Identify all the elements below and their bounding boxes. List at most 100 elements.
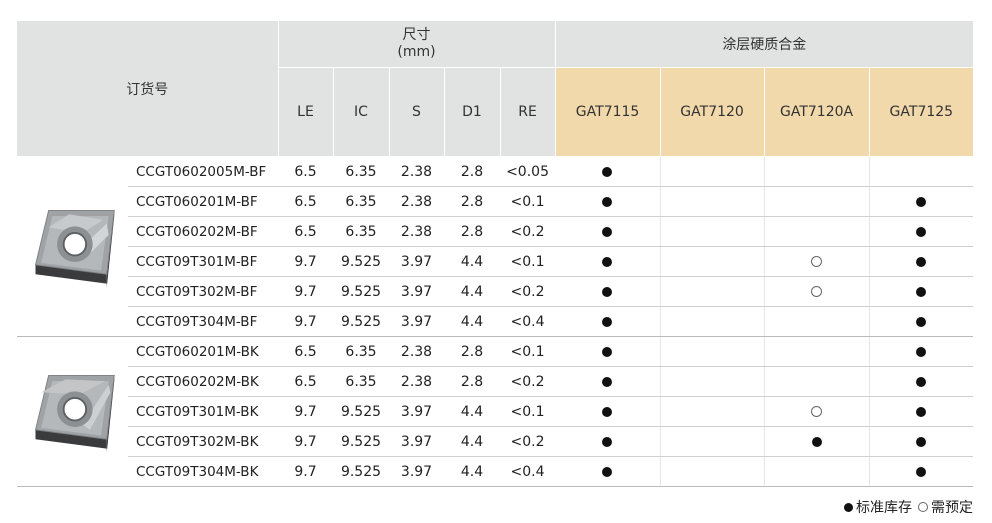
dim-cell-s: 2.38 bbox=[389, 186, 444, 217]
order-ring-icon bbox=[811, 406, 823, 417]
order-code-cell: CCGT09T302M-BF bbox=[128, 276, 278, 307]
grade-cell-gat7120 bbox=[659, 456, 765, 487]
grade-cell-gat7120a bbox=[763, 306, 870, 337]
dim-cell-re: <0.1 bbox=[500, 186, 556, 217]
grade-cell-gat7125 bbox=[868, 336, 974, 367]
stock-dot-icon bbox=[916, 196, 927, 207]
dim-cell-d1: 2.8 bbox=[444, 156, 500, 187]
grade-cell-gat7125 bbox=[868, 276, 974, 307]
dim-cell-le: 6.5 bbox=[278, 216, 333, 247]
table-row: CCGT09T301M-BK 9.7 9.525 3.97 4.4 <0.1 bbox=[17, 396, 974, 427]
grade-cell-gat7120 bbox=[659, 216, 765, 247]
dim-cell-re: <0.2 bbox=[500, 366, 556, 397]
stock-dot-icon bbox=[916, 466, 927, 477]
order-code-cell: CCGT09T304M-BF bbox=[128, 306, 278, 337]
dim-cell-le: 9.7 bbox=[278, 396, 333, 427]
grade-cell-gat7115 bbox=[555, 186, 661, 217]
stock-dot-icon bbox=[916, 286, 927, 297]
grade-cell-gat7120a bbox=[763, 456, 870, 487]
stock-dot-icon bbox=[916, 346, 927, 357]
table-row: CCGT09T301M-BF 9.7 9.525 3.97 4.4 <0.1 bbox=[17, 246, 974, 277]
grade-cell-gat7115 bbox=[555, 216, 661, 247]
order-code-cell: CCGT060201M-BK bbox=[128, 336, 278, 367]
dim-cell-s: 3.97 bbox=[389, 276, 444, 307]
dim-cell-s: 3.97 bbox=[389, 426, 444, 457]
table-row: CCGT060202M-BF 6.5 6.35 2.38 2.8 <0.2 bbox=[17, 216, 974, 247]
dim-cell-ic: 9.525 bbox=[333, 396, 389, 427]
dim-cell-le: 6.5 bbox=[278, 336, 333, 367]
grade-cell-gat7115 bbox=[555, 396, 661, 427]
dim-cell-d1: 2.8 bbox=[444, 186, 500, 217]
dim-col-header-s: S bbox=[389, 67, 445, 157]
dim-col-header-ic: IC bbox=[333, 67, 390, 157]
legend: 标准库存 需预定 bbox=[844, 497, 973, 517]
grade-cell-gat7115 bbox=[555, 276, 661, 307]
order-ring-icon bbox=[811, 256, 823, 267]
grade-cell-gat7120 bbox=[659, 336, 765, 367]
stock-dot-icon bbox=[916, 406, 927, 417]
grade-cell-gat7115 bbox=[555, 336, 661, 367]
grade-cell-gat7120 bbox=[659, 276, 765, 307]
table-row: CCGT060201M-BK 6.5 6.35 2.38 2.8 <0.1 bbox=[17, 336, 974, 487]
dim-cell-ic: 9.525 bbox=[333, 246, 389, 277]
dim-cell-d1: 2.8 bbox=[444, 366, 500, 397]
dim-cell-re: <0.05 bbox=[500, 156, 556, 187]
grade-cell-gat7120a bbox=[763, 186, 870, 217]
stock-dot-icon bbox=[916, 376, 927, 387]
dim-cell-ic: 6.35 bbox=[333, 216, 389, 247]
insert-image-cell bbox=[17, 336, 128, 487]
table-row: CCGT060202M-BK 6.5 6.35 2.38 2.8 <0.2 bbox=[17, 366, 974, 397]
order-code-cell: CCGT060202M-BK bbox=[128, 366, 278, 397]
grade-cell-gat7115 bbox=[555, 366, 661, 397]
grade-cell-gat7115 bbox=[555, 246, 661, 277]
dim-cell-le: 9.7 bbox=[278, 246, 333, 277]
grade-cell-gat7125 bbox=[868, 306, 974, 337]
grade-cell-gat7125 bbox=[868, 156, 974, 187]
dim-cell-re: <0.1 bbox=[500, 246, 556, 277]
dim-col-header-le: LE bbox=[278, 67, 334, 157]
grade-cell-gat7120 bbox=[659, 186, 765, 217]
dim-cell-d1: 4.4 bbox=[444, 246, 500, 277]
grade-cell-gat7120 bbox=[659, 246, 765, 277]
grade-cell-gat7125 bbox=[868, 456, 974, 487]
grade-cell-gat7125 bbox=[868, 396, 974, 427]
dim-col-header-re: RE bbox=[500, 67, 556, 157]
dim-cell-le: 6.5 bbox=[278, 186, 333, 217]
grade-cell-gat7120a bbox=[763, 396, 870, 427]
dim-cell-le: 9.7 bbox=[278, 306, 333, 337]
dim-cell-re: <0.4 bbox=[500, 306, 556, 337]
grade-col-header-gat7125: GAT7125 bbox=[869, 67, 974, 157]
dim-cell-re: <0.1 bbox=[500, 336, 556, 367]
order-code-cell: CCGT09T304M-BK bbox=[128, 456, 278, 487]
dim-cell-ic: 6.35 bbox=[333, 336, 389, 367]
ccgt-insert-bk-icon bbox=[17, 371, 128, 453]
grade-cell-gat7125 bbox=[868, 186, 974, 217]
dim-col-header-d1: D1 bbox=[444, 67, 501, 157]
dim-cell-le: 9.7 bbox=[278, 276, 333, 307]
stock-dot-icon bbox=[602, 316, 613, 327]
dimension-unit-label: (mm) bbox=[397, 44, 436, 60]
dim-cell-ic: 6.35 bbox=[333, 186, 389, 217]
order-code-cell: CCGT09T302M-BK bbox=[128, 426, 278, 457]
dim-cell-le: 6.5 bbox=[278, 156, 333, 187]
dim-cell-re: <0.1 bbox=[500, 396, 556, 427]
order-code-cell: CCGT0602005M-BF bbox=[128, 156, 278, 187]
dimension-group-label: 尺寸 bbox=[402, 27, 431, 43]
dim-cell-d1: 2.8 bbox=[444, 216, 500, 247]
grade-cell-gat7125 bbox=[868, 426, 974, 457]
stock-dot-icon bbox=[916, 256, 927, 267]
grade-cell-gat7120 bbox=[659, 426, 765, 457]
ccgt-insert-bf-icon bbox=[17, 206, 128, 288]
dim-cell-d1: 4.4 bbox=[444, 306, 500, 337]
dim-cell-le: 9.7 bbox=[278, 456, 333, 487]
grade-cell-gat7125 bbox=[868, 246, 974, 277]
dim-cell-ic: 6.35 bbox=[333, 366, 389, 397]
dim-cell-s: 2.38 bbox=[389, 366, 444, 397]
order-ring-icon bbox=[918, 502, 928, 512]
stock-dot-icon bbox=[602, 466, 613, 477]
order-code-cell: CCGT09T301M-BF bbox=[128, 246, 278, 277]
grade-cell-gat7120 bbox=[659, 366, 765, 397]
dim-cell-ic: 9.525 bbox=[333, 306, 389, 337]
order-ring-icon bbox=[811, 286, 823, 297]
stock-dot-icon bbox=[916, 436, 927, 447]
